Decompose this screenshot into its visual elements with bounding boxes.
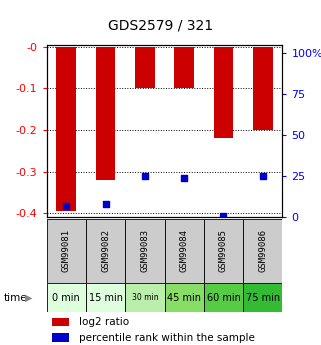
Text: GSM99085: GSM99085 xyxy=(219,229,228,273)
Bar xyxy=(47,219,86,283)
Text: percentile rank within the sample: percentile rank within the sample xyxy=(80,333,255,343)
Text: GSM99086: GSM99086 xyxy=(258,229,267,273)
Point xyxy=(221,213,226,218)
Bar xyxy=(243,219,282,283)
Text: GSM99082: GSM99082 xyxy=(101,229,110,273)
Bar xyxy=(86,219,125,283)
Bar xyxy=(96,47,115,180)
Bar xyxy=(52,318,68,326)
Bar xyxy=(174,47,194,89)
Text: GSM99081: GSM99081 xyxy=(62,229,71,273)
Text: 45 min: 45 min xyxy=(167,293,201,303)
Text: GSM99083: GSM99083 xyxy=(140,229,149,273)
Bar xyxy=(204,219,243,283)
Text: 30 min: 30 min xyxy=(132,293,158,302)
Bar xyxy=(243,283,282,312)
Bar xyxy=(214,47,233,138)
Point xyxy=(103,201,108,207)
Point xyxy=(182,175,187,181)
Text: log2 ratio: log2 ratio xyxy=(80,317,130,327)
Text: GDS2579 / 321: GDS2579 / 321 xyxy=(108,19,213,33)
Bar xyxy=(56,47,76,211)
Bar xyxy=(47,283,86,312)
Text: 75 min: 75 min xyxy=(246,293,280,303)
Text: GSM99084: GSM99084 xyxy=(180,229,189,273)
Bar xyxy=(125,283,164,312)
Text: 60 min: 60 min xyxy=(206,293,240,303)
Bar xyxy=(86,283,125,312)
Point xyxy=(142,174,147,179)
Bar xyxy=(52,333,68,342)
Bar xyxy=(125,219,164,283)
Text: 15 min: 15 min xyxy=(89,293,123,303)
Bar xyxy=(164,219,204,283)
Text: time: time xyxy=(3,293,27,303)
Text: ▶: ▶ xyxy=(25,293,33,303)
Text: 0 min: 0 min xyxy=(52,293,80,303)
Point xyxy=(260,174,265,179)
Bar xyxy=(204,283,243,312)
Bar xyxy=(135,47,155,89)
Point xyxy=(64,203,69,209)
Bar xyxy=(164,283,204,312)
Bar xyxy=(253,47,273,130)
